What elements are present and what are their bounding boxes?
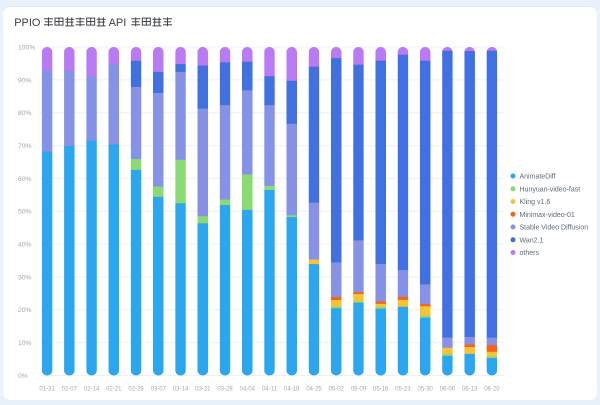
svg-text:PPIO: PPIO xyxy=(14,17,41,29)
svg-text:05-23: 05-23 xyxy=(395,387,411,393)
svg-text:06-13: 06-13 xyxy=(462,387,478,393)
svg-text:0%: 0% xyxy=(18,373,28,380)
svg-text:03-28: 03-28 xyxy=(217,387,233,393)
svg-text:03-21: 03-21 xyxy=(195,387,211,393)
svg-text:06-06: 06-06 xyxy=(440,387,456,393)
svg-text:02-28: 02-28 xyxy=(128,387,144,393)
svg-text:10%: 10% xyxy=(18,340,32,347)
svg-text:05-09: 05-09 xyxy=(351,387,367,393)
svg-text:01-31: 01-31 xyxy=(39,387,55,393)
svg-text:30%: 30% xyxy=(18,274,32,281)
svg-text:Minimax-video-01: Minimax-video-01 xyxy=(520,212,575,219)
svg-text:05-02: 05-02 xyxy=(329,387,345,393)
svg-text:20%: 20% xyxy=(18,307,32,314)
svg-text:Kling v1.6: Kling v1.6 xyxy=(520,199,551,206)
svg-text:AnimateDiff: AnimateDiff xyxy=(520,174,556,181)
svg-text:Hunyuan-video-fast: Hunyuan-video-fast xyxy=(520,186,581,193)
svg-text:04-25: 04-25 xyxy=(306,387,322,393)
svg-text:100%: 100% xyxy=(18,44,35,51)
svg-text:others: others xyxy=(520,250,540,257)
svg-text:70%: 70% xyxy=(18,143,32,150)
svg-text:04-11: 04-11 xyxy=(262,387,278,393)
svg-text:04-04: 04-04 xyxy=(240,387,256,393)
svg-text:02-14: 02-14 xyxy=(84,387,100,393)
svg-text:05-30: 05-30 xyxy=(418,387,434,393)
svg-text:03-14: 03-14 xyxy=(173,387,189,393)
svg-text:03-07: 03-07 xyxy=(151,387,167,393)
svg-text:02-07: 02-07 xyxy=(62,387,78,393)
svg-text:80%: 80% xyxy=(18,110,32,117)
svg-text:50%: 50% xyxy=(18,209,32,216)
svg-text:05-16: 05-16 xyxy=(373,387,389,393)
svg-text:40%: 40% xyxy=(18,242,32,249)
svg-text:06-20: 06-20 xyxy=(484,387,500,393)
svg-text:04-18: 04-18 xyxy=(284,387,300,393)
svg-text:02-21: 02-21 xyxy=(106,387,122,393)
svg-text:Stable Video Diffusion: Stable Video Diffusion xyxy=(520,225,589,232)
svg-text:60%: 60% xyxy=(18,176,32,183)
svg-text:90%: 90% xyxy=(18,77,32,84)
svg-text:Wan2.1: Wan2.1 xyxy=(520,237,544,244)
svg-text:API: API xyxy=(109,17,127,29)
